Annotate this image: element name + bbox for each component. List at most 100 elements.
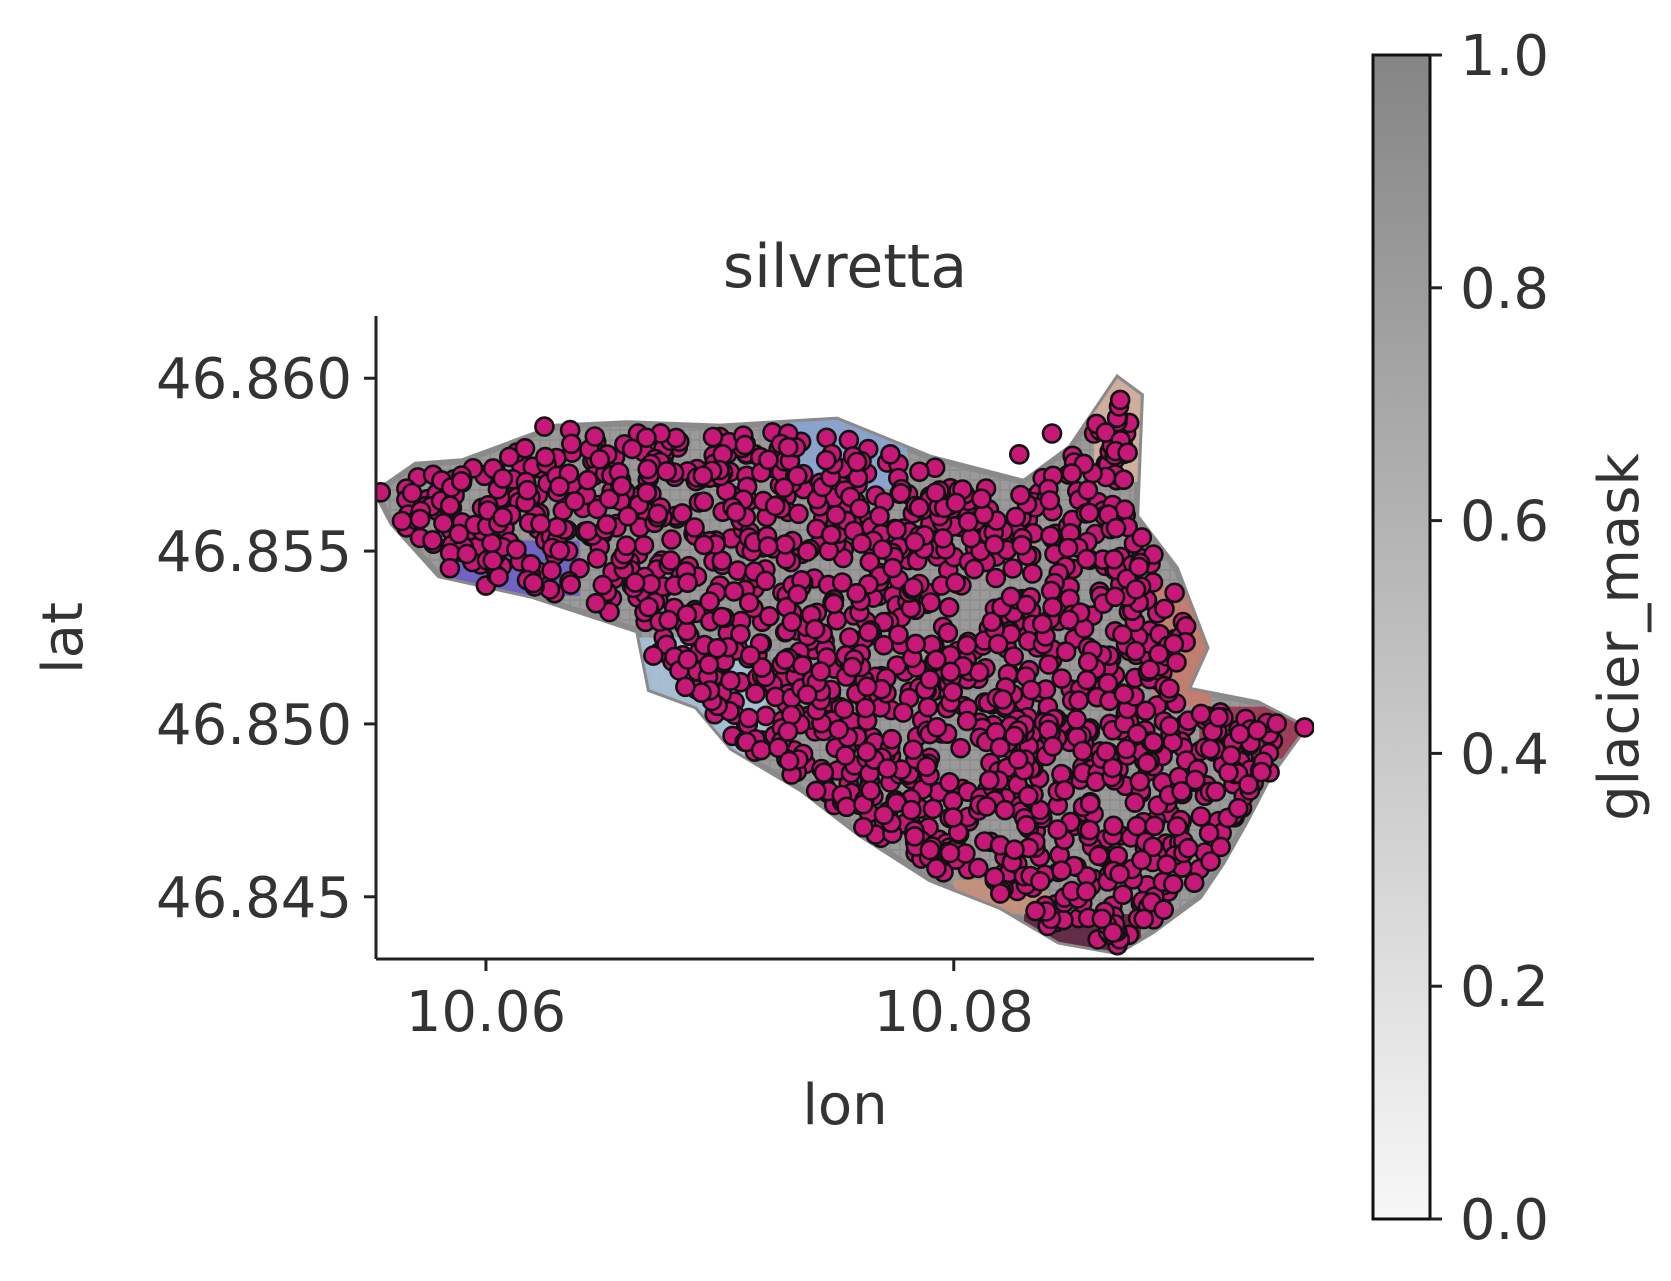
scatter-point <box>1183 872 1205 894</box>
y-axis-label: lat <box>31 602 96 674</box>
scatter-point <box>1124 792 1146 813</box>
scatter-point <box>1017 785 1039 807</box>
scatter-point <box>723 581 745 602</box>
scatter-point <box>942 790 964 812</box>
scatter-point <box>932 528 954 549</box>
scatter-point <box>992 689 1014 710</box>
scatter-point <box>541 560 562 581</box>
scatter-point <box>1218 762 1239 783</box>
scatter-point <box>939 771 960 793</box>
scatter-point <box>1054 779 1075 801</box>
scatter-point <box>1251 761 1272 783</box>
scatter-point <box>984 534 1005 556</box>
scatter-point <box>1116 738 1137 760</box>
scatter-point <box>860 780 882 801</box>
scatter-point <box>846 582 867 604</box>
scatter-point <box>1102 922 1124 944</box>
scatter-point <box>1177 837 1199 859</box>
scatter-point <box>909 461 930 483</box>
scatter-point <box>841 656 863 678</box>
scatter-point <box>1139 659 1161 680</box>
scatter-point <box>564 490 586 512</box>
scatter-point <box>1126 815 1148 837</box>
scatter-point <box>881 728 903 750</box>
scatter-point <box>1131 849 1152 871</box>
scatter-point <box>1030 870 1051 892</box>
x-axis-label: lon <box>802 1073 887 1138</box>
scatter-point <box>945 572 966 594</box>
colorbar-tick-label: 0.6 <box>1460 490 1549 555</box>
scatter-point <box>882 557 904 579</box>
scatter-point <box>1000 586 1022 608</box>
colorbar-tick-label: 0.0 <box>1460 1188 1549 1253</box>
scatter-point <box>1238 774 1259 795</box>
scatter-point <box>1129 771 1151 792</box>
scatter-point <box>1190 806 1212 827</box>
scatter-point <box>1105 517 1127 539</box>
scatter-point <box>422 529 443 551</box>
scatter-point <box>877 758 898 779</box>
scatter-point <box>1079 793 1101 814</box>
x-tick-label: 10.06 <box>406 980 566 1045</box>
scatter-point <box>730 623 751 645</box>
scatter-point <box>873 804 895 826</box>
scatter-point <box>1164 582 1185 604</box>
scatter-point <box>981 611 1003 633</box>
scatter-point <box>1220 745 1242 766</box>
scatter-point <box>853 816 874 838</box>
scatter-point <box>675 676 696 698</box>
scatter-point <box>755 705 777 727</box>
colorbar-tick-label: 0.4 <box>1460 722 1549 787</box>
scatter-point <box>1076 669 1098 691</box>
scatter-point <box>585 592 607 614</box>
scatter-point <box>971 488 992 510</box>
scatter-point <box>942 807 964 828</box>
scatter-point <box>1128 556 1150 578</box>
scatter-point <box>1066 709 1087 730</box>
scatter-point <box>492 506 513 528</box>
scatter-point <box>1112 624 1133 645</box>
y-axis-ticks: 46.845 46.850 46.855 46.860 <box>156 347 376 931</box>
scatter-point <box>1047 819 1068 840</box>
scatter-point <box>905 633 927 655</box>
scatter-point <box>902 577 924 598</box>
scatter-point <box>448 523 470 545</box>
scatter-point <box>835 745 856 766</box>
scatter-point <box>956 634 978 656</box>
scatter-point <box>839 627 860 648</box>
scatter-point <box>698 654 720 675</box>
scatter-point <box>815 449 837 471</box>
scatter-point <box>481 532 502 554</box>
scatter-point <box>637 458 659 480</box>
colorbar-tick-label: 1.0 <box>1460 24 1549 89</box>
scatter-point <box>1051 668 1072 689</box>
scatter-point <box>926 857 947 879</box>
scatter-point <box>938 597 960 618</box>
scatter-point <box>781 611 803 633</box>
scatter-point <box>671 503 693 524</box>
scatter-point <box>1190 703 1212 725</box>
scatter-point <box>1032 613 1053 635</box>
scatter-point <box>768 737 789 759</box>
scatter-point <box>1125 579 1147 600</box>
scatter-point <box>828 719 850 740</box>
scatter-point <box>739 645 761 666</box>
scatter-point <box>892 702 914 723</box>
scatter-point <box>963 558 985 580</box>
scatter-point <box>908 497 930 518</box>
scatter-point <box>1004 839 1025 861</box>
scatter-point <box>1039 490 1061 511</box>
scatter-point <box>560 433 582 455</box>
scatter-point <box>1171 780 1192 802</box>
y-tick-label: 46.845 <box>156 866 352 931</box>
scatter-point <box>1005 506 1027 528</box>
scatter-point <box>1061 463 1083 484</box>
scatter-point <box>804 618 826 640</box>
scatter-point <box>1109 389 1131 411</box>
scatter-point <box>1154 598 1175 620</box>
scatter-point <box>1055 641 1077 663</box>
scatter-point <box>886 519 907 540</box>
scatter-point <box>643 645 664 666</box>
scatter-point <box>890 482 912 504</box>
colorbar: 0.0 0.2 0.4 0.6 0.8 1.0 glacier_mask <box>1371 24 1652 1253</box>
